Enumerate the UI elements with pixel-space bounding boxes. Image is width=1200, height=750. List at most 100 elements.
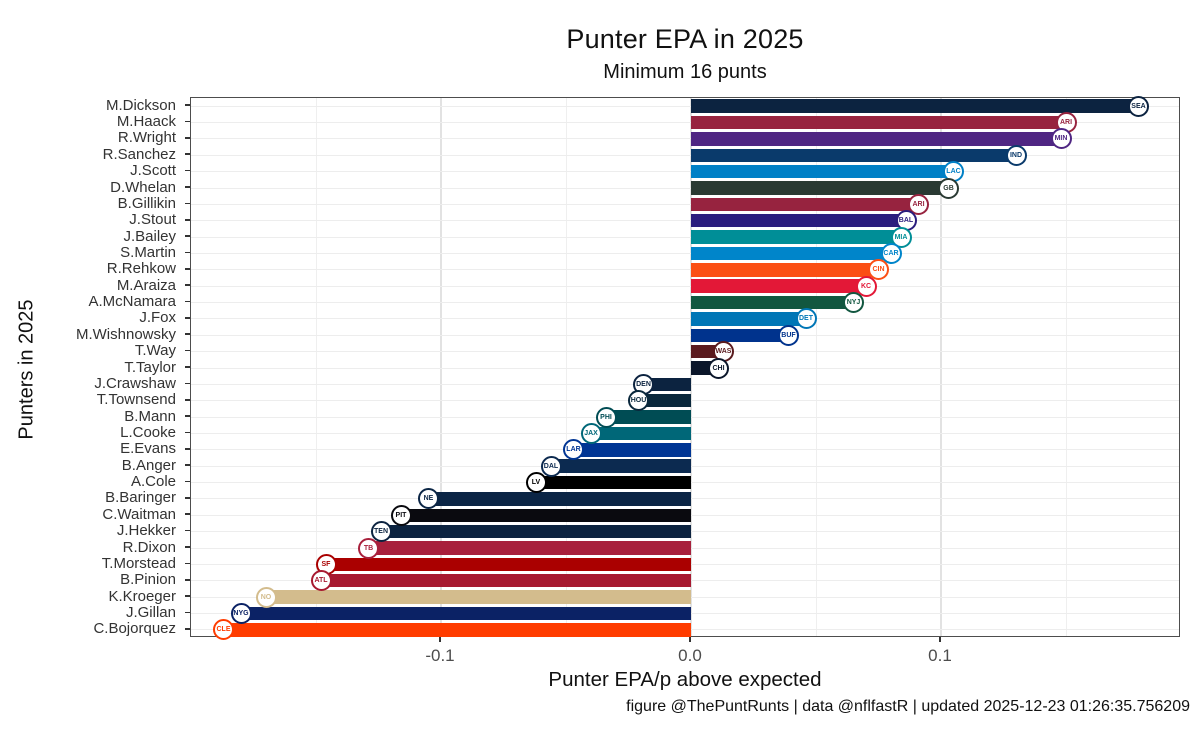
epa-bar	[401, 508, 691, 523]
y-axis-tick	[185, 431, 190, 434]
punter-name-label: R.Dixon	[122, 538, 176, 556]
epa-bar	[381, 524, 691, 539]
punter-name-label: M.Dickson	[105, 96, 176, 114]
x-axis-tick-label: 0.0	[678, 646, 702, 665]
epa-bar	[691, 279, 866, 293]
row-gridline	[191, 367, 1179, 369]
epa-bar	[691, 263, 879, 277]
figure-caption: figure @ThePuntRunts | data @nflfastR | …	[626, 698, 1190, 715]
epa-bar	[691, 164, 954, 179]
punter-name-label: J.Gillan	[125, 603, 176, 621]
y-axis-tick	[185, 497, 190, 499]
minor-gridline	[815, 98, 817, 636]
y-axis-tick	[185, 529, 190, 532]
panthers-logo: CAR	[880, 242, 902, 264]
punter-name-label: J.Fox	[139, 309, 176, 327]
lions-logo: DET	[795, 308, 817, 330]
punter-name-label: M.Wishnowsky	[75, 325, 176, 343]
packers-logo: GB	[938, 177, 959, 199]
y-axis-tick	[185, 480, 190, 483]
minor-gridline	[1065, 98, 1067, 636]
punter-name-label: K.Kroeger	[108, 587, 176, 605]
texans-logo: HOU	[628, 390, 649, 412]
epa-bar	[321, 573, 691, 588]
y-axis-tick	[185, 284, 190, 286]
minor-gridline	[565, 98, 567, 636]
punter-name-label: T.Townsend	[96, 391, 176, 409]
punter-name-label: J.Bailey	[123, 227, 176, 245]
punter-name-label: R.Wright	[117, 129, 176, 147]
major-gridline	[440, 98, 442, 636]
row-gridline	[191, 122, 1179, 124]
y-axis-tick	[185, 611, 190, 614]
colts-logo: IND	[1005, 144, 1027, 166]
x-axis-tick-label: 0.1	[928, 646, 952, 665]
epa-bar	[691, 148, 1016, 163]
row-gridline	[191, 138, 1179, 140]
y-axis-tick	[185, 366, 190, 368]
epa-bar	[691, 230, 901, 244]
dolphins-logo: MIA	[890, 226, 912, 248]
chart-title: Punter EPA in 2025	[566, 24, 804, 54]
y-axis-tick	[185, 382, 190, 385]
epa-bar	[691, 99, 1139, 113]
epa-bar	[691, 132, 1061, 146]
chart-subtitle: Minimum 16 punts	[603, 61, 767, 83]
x-axis-tick	[689, 637, 691, 642]
row-gridline	[191, 187, 1179, 189]
y-axis-tick	[185, 202, 190, 205]
y-axis-tick	[185, 464, 190, 466]
punter-name-label: J.Stout	[129, 211, 176, 229]
epa-bar	[691, 328, 789, 343]
y-axis-tick	[185, 300, 190, 303]
row-gridline	[191, 351, 1179, 353]
y-axis-tick	[185, 268, 190, 270]
minor-gridline	[315, 98, 317, 636]
row-gridline	[191, 236, 1179, 238]
browns-logo: CLE	[213, 619, 234, 641]
epa-bar	[691, 295, 854, 310]
punter-name-label: B.Pinion	[120, 571, 176, 589]
punter-name-label: T.Morstead	[101, 554, 176, 572]
punter-name-label: L.Cooke	[120, 423, 176, 441]
epa-bar	[591, 426, 691, 441]
patriots-logo: NE	[418, 488, 439, 510]
y-axis-tick	[185, 186, 190, 188]
epa-bar	[643, 377, 691, 392]
epa-bar	[691, 197, 919, 212]
row-gridline	[191, 154, 1179, 156]
punter-name-label: B.Mann	[124, 407, 176, 425]
saints-logo: NO	[255, 586, 277, 608]
cowboys-logo: DAL	[540, 455, 562, 477]
x-axis-title: Punter EPA/p above expected	[548, 668, 822, 691]
punter-name-label: C.Bojorquez	[93, 620, 176, 638]
epa-bar	[573, 443, 691, 457]
y-axis-tick	[185, 251, 190, 254]
y-axis-tick	[185, 578, 190, 581]
y-axis-tick	[185, 235, 190, 237]
epa-bar	[691, 312, 806, 326]
y-axis-tick	[185, 317, 190, 319]
y-axis-tick	[185, 153, 190, 156]
row-gridline	[191, 302, 1179, 304]
epa-bar	[691, 213, 906, 228]
y-axis-tick	[185, 120, 190, 123]
bears-logo: CHI	[708, 357, 729, 379]
epa-bar	[223, 623, 691, 637]
x-axis-tick-label: -0.1	[425, 646, 455, 665]
jaguars-logo: JAX	[580, 422, 602, 444]
punter-name-label: J.Scott	[130, 162, 176, 180]
epa-bar	[691, 246, 891, 261]
epa-bar	[638, 393, 691, 408]
y-axis-tick	[185, 349, 190, 352]
y-axis-tick	[185, 104, 190, 106]
buccaneers-logo: TB	[358, 537, 379, 559]
y-axis-tick	[185, 595, 190, 597]
chiefs-logo: KC	[855, 275, 877, 297]
row-gridline	[191, 269, 1179, 271]
falcons-logo: ATL	[310, 570, 332, 592]
row-gridline	[191, 220, 1179, 222]
punter-name-label: J.Crawshaw	[94, 374, 176, 392]
y-axis-tick	[185, 628, 190, 630]
